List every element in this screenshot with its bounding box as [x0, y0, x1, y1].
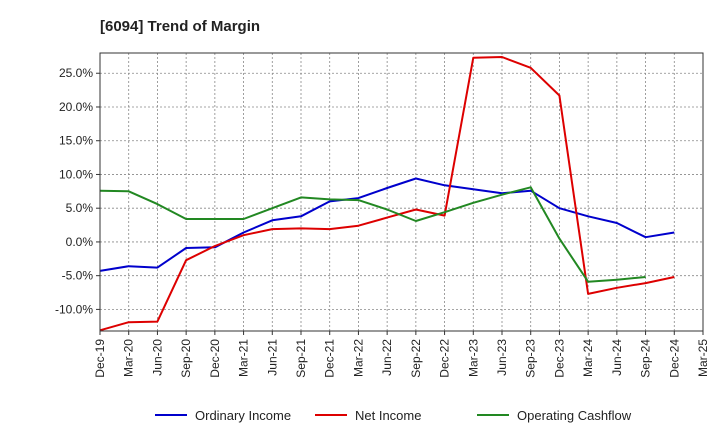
y-tick-label: 25.0%: [59, 66, 93, 80]
y-tick-label: -5.0%: [62, 269, 94, 283]
x-tick-label: Jun-24: [610, 339, 624, 376]
x-tick-label: Sep-24: [639, 339, 653, 378]
y-tick-label: 10.0%: [59, 167, 93, 181]
series-line-operating-cashflow: [99, 186, 646, 283]
x-tick-label: Dec-23: [552, 339, 566, 378]
y-tick-label: 15.0%: [59, 134, 93, 148]
x-tick-label: Dec-20: [208, 339, 222, 378]
x-tick-label: Sep-21: [294, 339, 308, 378]
legend-label-ordinary-income: Ordinary Income: [195, 408, 291, 423]
y-axis-ticks: 25.0% 20.0% 15.0% 10.0% 5.0% 0.0% -5.0% -10.0%: [55, 66, 100, 316]
chart-title: [6094] Trend of Margin: [100, 18, 260, 35]
x-tick-label: Mar-23: [466, 339, 480, 377]
series-line-ordinary-income: [99, 177, 675, 272]
x-tick-label: Jun-23: [495, 339, 509, 376]
x-tick-label: Sep-23: [524, 339, 538, 378]
x-tick-label: Dec-21: [323, 339, 337, 378]
x-tick-label: Mar-20: [122, 339, 136, 377]
x-tick-label: Dec-19: [93, 339, 107, 378]
y-tick-label: -10.0%: [55, 302, 93, 316]
y-tick-label: 20.0%: [59, 100, 93, 114]
legend-label-operating-cashflow: Operating Cashflow: [517, 408, 632, 423]
y-tick-label: 5.0%: [66, 201, 94, 215]
x-tick-label: Jun-21: [265, 339, 279, 376]
legend: Ordinary Income Net Income Operating Cashf…: [155, 408, 632, 423]
y-tick-label: 0.0%: [66, 235, 94, 249]
x-tick-label: Sep-20: [179, 339, 193, 378]
x-tick-label: Mar-22: [351, 339, 365, 377]
x-tick-label: Dec-22: [438, 339, 452, 378]
series-line-net-income: [99, 56, 675, 332]
x-tick-label: Jun-20: [150, 339, 164, 376]
x-tick-label: Mar-24: [581, 339, 595, 377]
x-tick-label: Jun-22: [380, 339, 394, 376]
series-lines: [99, 56, 675, 332]
x-tick-label: Mar-21: [237, 339, 251, 377]
x-tick-label: Mar-25: [696, 339, 710, 377]
legend-label-net-income: Net Income: [355, 408, 421, 423]
plot-frame: [99, 52, 704, 332]
x-tick-label: Dec-24: [667, 339, 681, 378]
x-tick-label: Sep-22: [409, 339, 423, 378]
grid-lines: [100, 53, 703, 331]
x-axis-ticks: Dec-19 Mar-20 Jun-20 Sep-20 Dec-20 Mar-21 Jun-…: [93, 331, 710, 378]
